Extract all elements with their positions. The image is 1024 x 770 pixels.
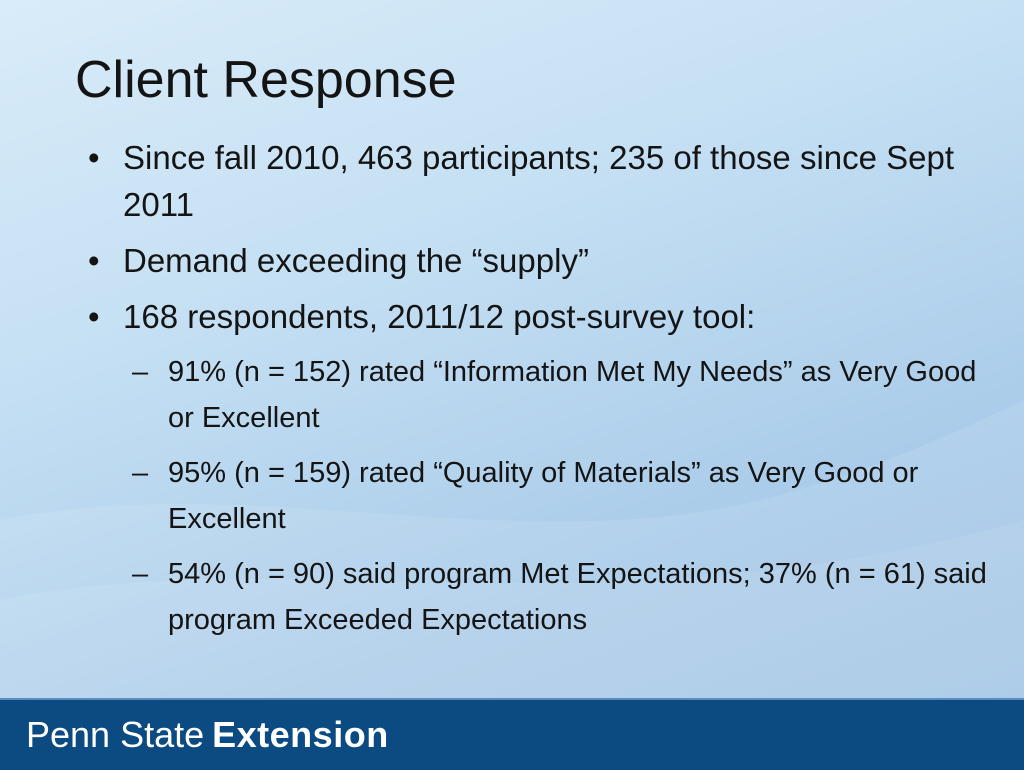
bullet-marker: • [88,298,100,335]
bullet-item: • 168 respondents, 2011/12 post-survey t… [88,293,988,340]
background-swoosh [0,0,1024,700]
penn-state-extension-logo: Penn State Extension [26,714,389,756]
sub-bullet-item: – 95% (n = 159) rated “Quality of Materi… [88,450,988,542]
sub-bullet-item: – 91% (n = 152) rated “Information Met M… [88,349,988,441]
sub-bullet-text: 91% (n = 152) rated “Information Met My … [168,356,977,434]
bullet-list: • Since fall 2010, 463 participants; 235… [88,134,988,652]
bullet-marker: • [88,139,100,176]
sub-bullet-marker: – [132,356,149,388]
bullet-item: • Since fall 2010, 463 participants; 235… [88,134,988,228]
logo-text-light: Penn State [26,714,205,755]
bullet-text: 168 respondents, 2011/12 post-survey too… [123,298,756,335]
slide-title: Client Response [75,51,457,109]
sub-bullet-marker: – [132,558,149,590]
bullet-text: Demand exceeding the “supply” [123,242,589,279]
sub-bullet-text: 54% (n = 90) said program Met Expectatio… [168,558,987,636]
sub-bullet-text: 95% (n = 159) rated “Quality of Material… [168,457,919,535]
sub-bullet-item: – 54% (n = 90) said program Met Expectat… [88,551,988,643]
logo-text-bold: Extension [212,714,389,755]
footer-bar: Penn State Extension [0,698,1024,770]
bullet-item: • Demand exceeding the “supply” [88,237,988,284]
bullet-text: Since fall 2010, 463 participants; 235 o… [123,139,955,223]
sub-bullet-marker: – [132,457,149,489]
bullet-marker: • [88,242,100,279]
